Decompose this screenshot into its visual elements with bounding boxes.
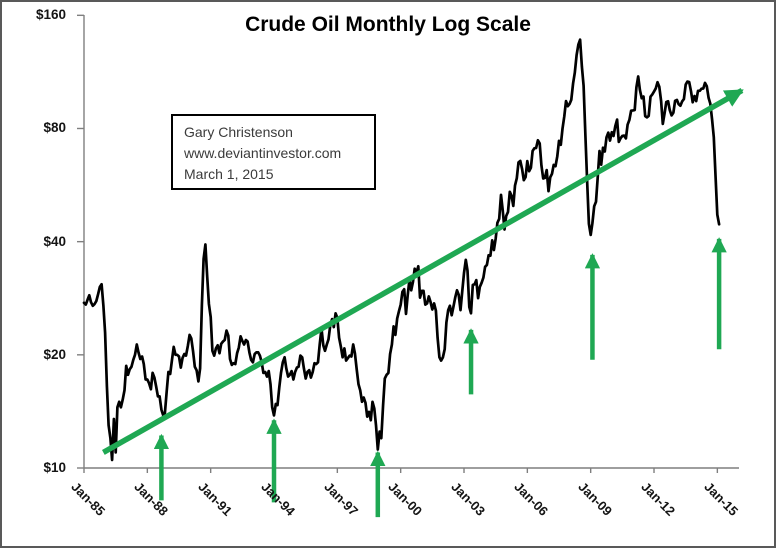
y-axis-label: $80 [43, 120, 66, 136]
chart-title: Crude Oil Monthly Log Scale [245, 13, 531, 36]
y-axis-label: $20 [43, 346, 66, 362]
trend-arrow [101, 88, 744, 455]
annotation-author: Gary Christenson [184, 124, 293, 140]
y-axis-label: $160 [35, 7, 66, 23]
y-axis-label: $10 [43, 460, 66, 475]
annotation-box: Gary Christenson www.deviantinvestor.com… [171, 114, 376, 190]
annotation-website: www.deviantinvestor.com [184, 145, 342, 161]
event-arrows [153, 237, 727, 518]
annotation-date: March 1, 2015 [184, 166, 274, 182]
y-axis-label: $40 [43, 233, 66, 249]
price-line-series [82, 38, 721, 462]
axes [77, 14, 739, 473]
